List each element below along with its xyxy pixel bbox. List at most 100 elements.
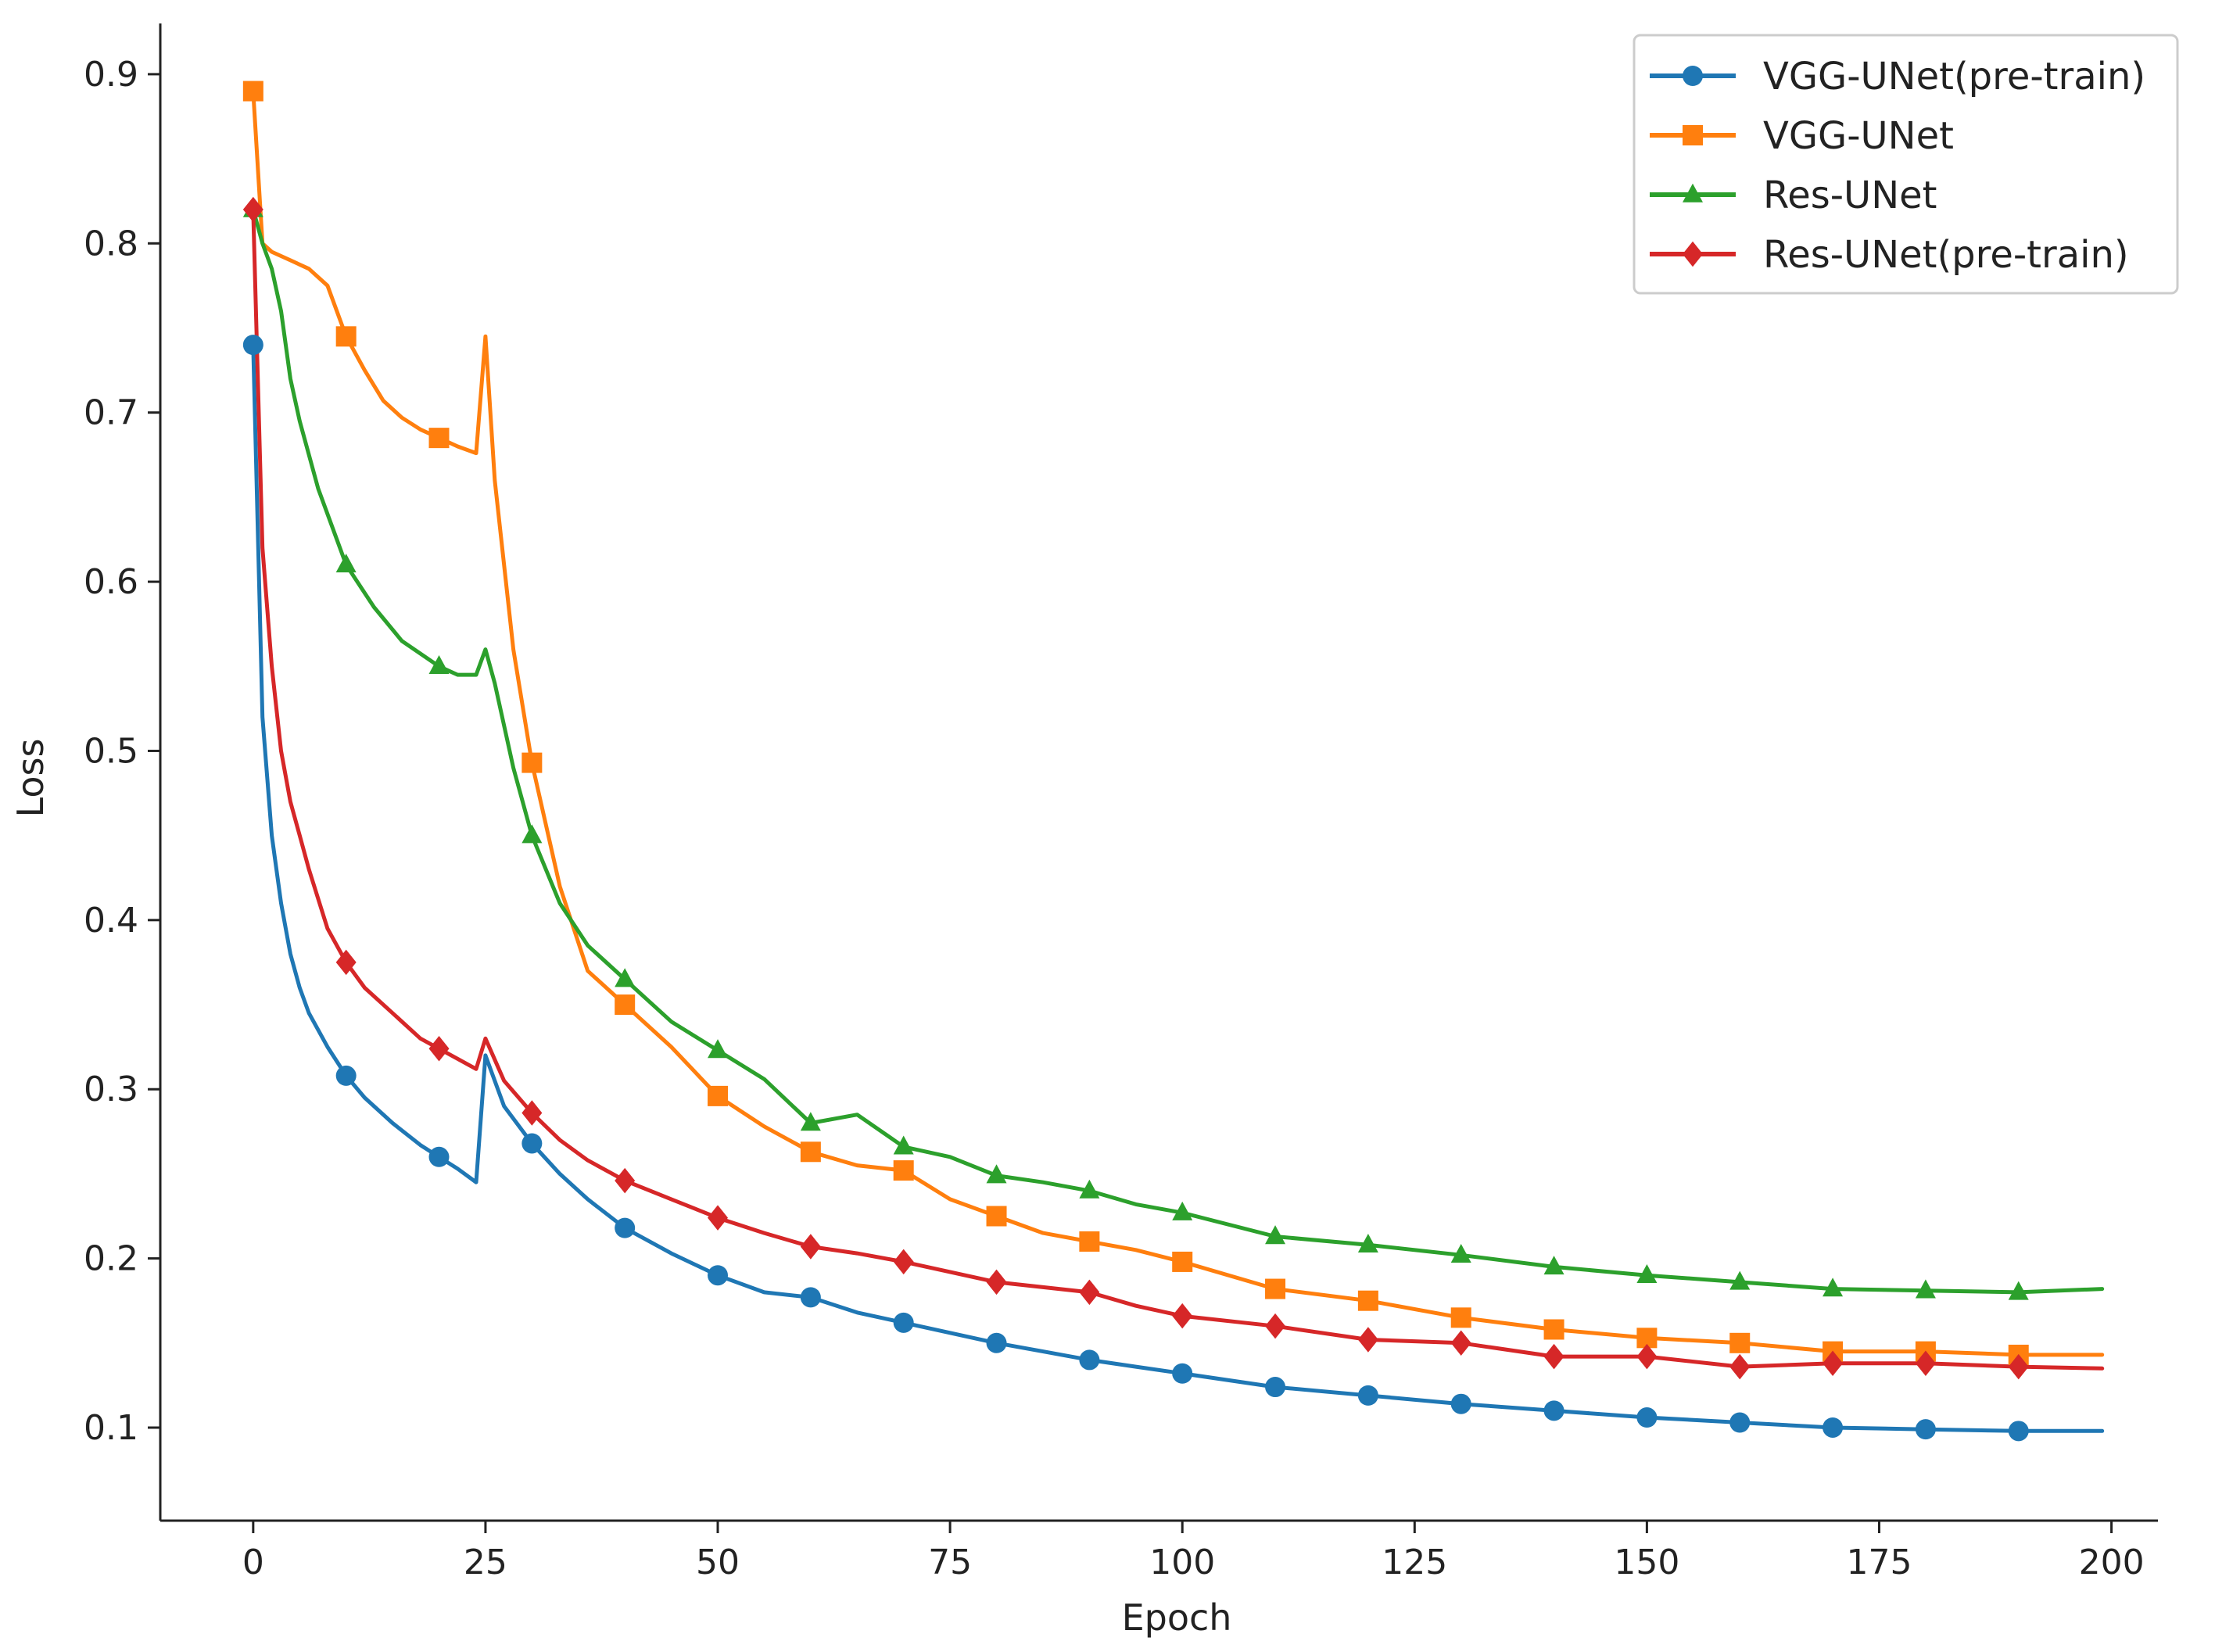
x-tick-label: 150 [1614,1543,1679,1582]
data-point-0-20 [428,1146,450,1167]
data-point-1-130 [1450,1307,1471,1328]
x-tick-label: 50 [696,1543,740,1582]
x-axis-title: Epoch [1122,1596,1232,1639]
data-point-3-160 [1729,1353,1751,1380]
data-point-0-120 [1357,1385,1378,1406]
data-point-0-180 [1915,1419,1936,1440]
data-point-2-160 [1729,1270,1751,1290]
y-tick-label: 0.1 [84,1408,138,1448]
data-point-2-190 [2008,1281,2029,1300]
legend-label: VGG-UNet(pre-train) [1763,55,2145,99]
y-tick-label: 0.6 [84,562,138,602]
data-point-3-60 [800,1234,821,1260]
y-tick-label: 0.7 [84,393,138,433]
data-point-2-20 [428,654,450,675]
x-tick-label: 100 [1149,1543,1215,1582]
data-point-2-140 [1543,1256,1564,1275]
data-point-2-60 [800,1112,821,1131]
x-tick-label: 175 [1846,1543,1912,1582]
x-tick-label: 0 [242,1543,264,1582]
data-point-2-30 [521,824,543,844]
legend-swatch-marker [1683,66,1703,86]
x-tick-label: 200 [2079,1543,2145,1582]
data-point-0-170 [1823,1417,1844,1438]
data-point-3-150 [1636,1343,1658,1370]
data-point-0-80 [986,1332,1007,1353]
data-point-2-80 [986,1164,1007,1184]
data-point-3-180 [1915,1350,1936,1377]
data-point-0-150 [1636,1407,1658,1428]
data-point-0-60 [800,1287,821,1308]
data-point-2-150 [1636,1263,1658,1283]
data-point-2-170 [1823,1278,1844,1297]
data-point-0-90 [1079,1349,1100,1371]
y-tick-label: 0.5 [84,731,138,771]
x-tick-label: 25 [464,1543,507,1582]
data-point-0-140 [1543,1400,1564,1421]
data-point-0-130 [1450,1393,1471,1414]
data-point-2-10 [335,554,357,573]
data-point-1-100 [1172,1251,1193,1272]
data-point-3-10 [335,949,357,976]
data-point-2-50 [708,1039,729,1059]
data-point-1-110 [1265,1278,1286,1299]
data-point-3-0 [242,196,263,223]
data-point-3-40 [615,1167,636,1194]
legend-swatch-marker [1683,241,1703,267]
y-ticks: 0.1 0.2 0.3 0.4 0.5 0.6 0.7 0.8 0.9 [84,55,160,1448]
data-point-1-40 [615,994,636,1016]
series-line-2 [251,207,2105,1295]
legend-swatch-marker [1683,183,1703,202]
data-point-0-50 [708,1265,729,1286]
legend-swatch-marker [1683,125,1703,145]
data-point-1-90 [1079,1231,1100,1252]
y-tick-label: 0.4 [84,901,138,941]
data-point-0-40 [615,1217,636,1238]
data-point-3-120 [1357,1327,1378,1353]
legend-label: VGG-UNet [1763,114,1954,158]
data-point-3-30 [521,1100,543,1126]
data-point-3-130 [1450,1330,1471,1356]
legend: VGG-UNet(pre-train) VGG-UNet Res-UNet Res-U… [1633,34,2179,295]
data-point-1-30 [521,752,543,773]
data-point-1-70 [893,1160,914,1181]
data-point-1-60 [800,1141,821,1163]
x-ticks: 0 25 50 75 100 125 150 175 200 [242,1521,2145,1582]
data-point-2-130 [1450,1243,1471,1263]
y-tick-label: 0.9 [84,55,138,95]
y-tick-label: 0.8 [84,224,138,263]
y-axis-title: Loss [9,739,52,818]
legend-box [1633,34,2179,295]
data-point-3-190 [2008,1353,2029,1380]
y-tick-label: 0.3 [84,1070,138,1109]
data-point-2-120 [1357,1233,1378,1253]
data-point-0-160 [1729,1412,1751,1433]
data-point-0-30 [521,1133,543,1154]
data-point-2-100 [1172,1201,1193,1220]
data-point-0-0 [242,335,263,356]
data-point-1-120 [1357,1290,1378,1311]
y-tick-label: 0.2 [84,1239,138,1279]
data-point-0-70 [893,1312,914,1333]
legend-label: Res-UNet(pre-train) [1763,233,2129,277]
data-point-1-20 [428,428,450,449]
data-point-3-80 [986,1269,1007,1295]
data-point-1-140 [1543,1319,1564,1340]
data-point-0-100 [1172,1363,1193,1384]
data-point-3-20 [428,1036,450,1062]
data-point-3-140 [1543,1343,1564,1370]
data-point-3-110 [1265,1313,1286,1339]
data-point-3-170 [1823,1350,1844,1377]
data-point-0-10 [335,1065,357,1086]
data-point-2-180 [1915,1279,1936,1299]
data-point-2-40 [615,968,636,987]
data-point-1-10 [335,326,357,347]
data-point-0-190 [2008,1421,2029,1442]
data-point-3-50 [708,1205,729,1231]
legend-label: Res-UNet [1763,174,1937,217]
x-tick-label: 75 [928,1543,972,1582]
data-point-2-70 [893,1135,914,1155]
data-point-0-110 [1265,1377,1286,1398]
data-point-2-110 [1265,1225,1286,1245]
data-point-1-160 [1729,1332,1751,1353]
